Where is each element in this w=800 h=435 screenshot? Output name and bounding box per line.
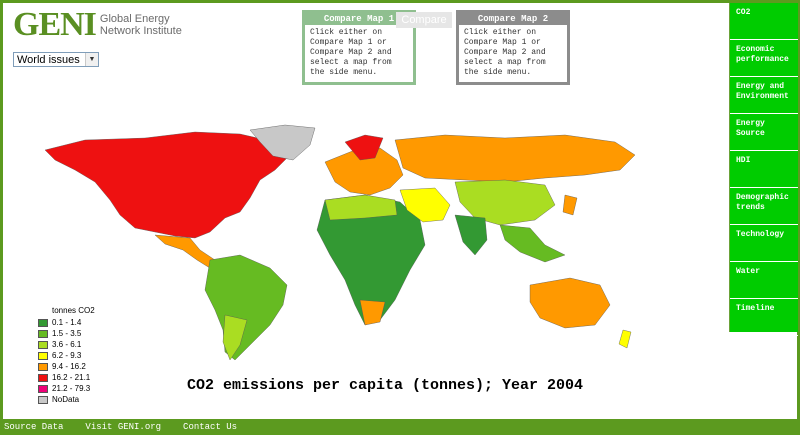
region-new-zealand — [618, 329, 632, 349]
region-africa — [316, 194, 426, 326]
region-north-america — [44, 131, 291, 239]
compare-map-2-text: Click either on Compare Map 1 or Compare… — [464, 28, 546, 77]
legend-label: 0.1 - 1.4 — [52, 318, 82, 327]
legend-swatch — [38, 362, 48, 371]
compare-map-1-text: Click either on Compare Map 1 or Compare… — [310, 28, 392, 77]
legend-row: 0.1 - 1.4 — [38, 317, 95, 328]
legend-rows: 0.1 - 1.4 1.5 - 3.5 3.6 - 6.1 6.2 - 9.3 9.4 … — [38, 317, 95, 405]
legend-label: NoData — [52, 395, 80, 404]
legend-label: 6.2 - 9.3 — [52, 351, 82, 360]
legend-row: 3.6 - 6.1 — [38, 339, 95, 350]
menu-item-technology[interactable]: Technology — [730, 225, 798, 262]
footer-link-contact-us[interactable]: Contact Us — [183, 422, 238, 432]
legend-swatch — [38, 395, 48, 404]
region-south-america-south — [222, 314, 248, 361]
region-southeast-asia — [499, 224, 566, 263]
legend-row: 6.2 - 9.3 — [38, 350, 95, 361]
world-map-svg[interactable] — [25, 120, 655, 365]
region-greenland — [249, 124, 316, 161]
footer-link-source-data[interactable]: Source Data — [4, 422, 64, 432]
compare-button[interactable]: Compare — [396, 12, 452, 28]
legend-swatch — [38, 318, 48, 327]
region-china — [454, 179, 556, 226]
compare-map-1-title: Compare Map 1 — [305, 13, 413, 25]
region-scandinavia — [344, 134, 384, 161]
legend-row: 16.2 - 21.1 — [38, 372, 95, 383]
menu-item-timeline[interactable]: Timeline — [730, 299, 798, 336]
side-menu: CO2 Economic performance Energy and Envi… — [729, 3, 798, 336]
region-russia — [394, 134, 636, 183]
logo-line-2: Network Institute — [99, 25, 182, 37]
logo-mark: GENI — [13, 6, 97, 43]
legend-swatch — [38, 384, 48, 393]
legend-swatch — [38, 329, 48, 338]
legend-label: 3.6 - 6.1 — [52, 340, 82, 349]
legend-swatch — [38, 373, 48, 382]
footer-link-visit-geni[interactable]: Visit GENI.org — [85, 422, 162, 432]
region-north-africa — [324, 194, 398, 221]
legend-row: NoData — [38, 394, 95, 405]
menu-item-energy-source[interactable]: Energy Source — [730, 114, 798, 151]
menu-item-economic-performance[interactable]: Economic performance — [730, 40, 798, 77]
legend-label: 21.2 - 79.3 — [52, 384, 91, 393]
compare-map-2-title: Compare Map 2 — [459, 13, 567, 25]
legend-swatch — [38, 340, 48, 349]
legend-swatch — [38, 351, 48, 360]
legend-label: 1.5 - 3.5 — [52, 329, 82, 338]
region-japan — [562, 194, 578, 216]
region-middle-east — [399, 187, 451, 223]
logo-line-1: Global Energy — [99, 13, 170, 25]
menu-item-water[interactable]: Water — [730, 262, 798, 299]
legend-title: tonnes CO2 — [52, 306, 95, 315]
menu-item-demographic-trends[interactable]: Demographic trends — [730, 188, 798, 225]
region-south-africa — [359, 299, 386, 326]
geni-logo[interactable]: GENI Global Energy Network Institute — [13, 8, 182, 42]
legend-row: 1.5 - 3.5 — [38, 328, 95, 339]
legend-row: 21.2 - 79.3 — [38, 383, 95, 394]
menu-item-energy-environment[interactable]: Energy and Environment — [730, 77, 798, 114]
logo-text: Global Energy Network Institute — [100, 13, 182, 37]
issue-select[interactable]: World issues ▼ — [13, 52, 99, 67]
footer-bar: Source Data Visit GENI.org Contact Us — [0, 419, 800, 435]
page-frame — [0, 0, 800, 419]
region-australia — [529, 277, 611, 329]
region-south-asia — [454, 214, 488, 256]
compare-map-2-panel[interactable]: Compare Map 2 Click either on Compare Ma… — [456, 10, 570, 85]
map-title: CO2 emissions per capita (tonnes); Year … — [186, 377, 584, 394]
issue-select-value: World issues — [17, 53, 80, 66]
world-map[interactable] — [25, 120, 655, 365]
region-south-america — [204, 254, 288, 361]
map-legend: tonnes CO2 0.1 - 1.4 1.5 - 3.5 3.6 - 6.1 6.… — [38, 306, 95, 405]
legend-label: 16.2 - 21.1 — [52, 373, 91, 382]
menu-item-co2[interactable]: CO2 — [730, 3, 798, 40]
menu-item-hdi[interactable]: HDI — [730, 151, 798, 188]
legend-label: 9.4 - 16.2 — [52, 362, 86, 371]
chevron-down-icon[interactable]: ▼ — [85, 53, 98, 66]
legend-row: 9.4 - 16.2 — [38, 361, 95, 372]
